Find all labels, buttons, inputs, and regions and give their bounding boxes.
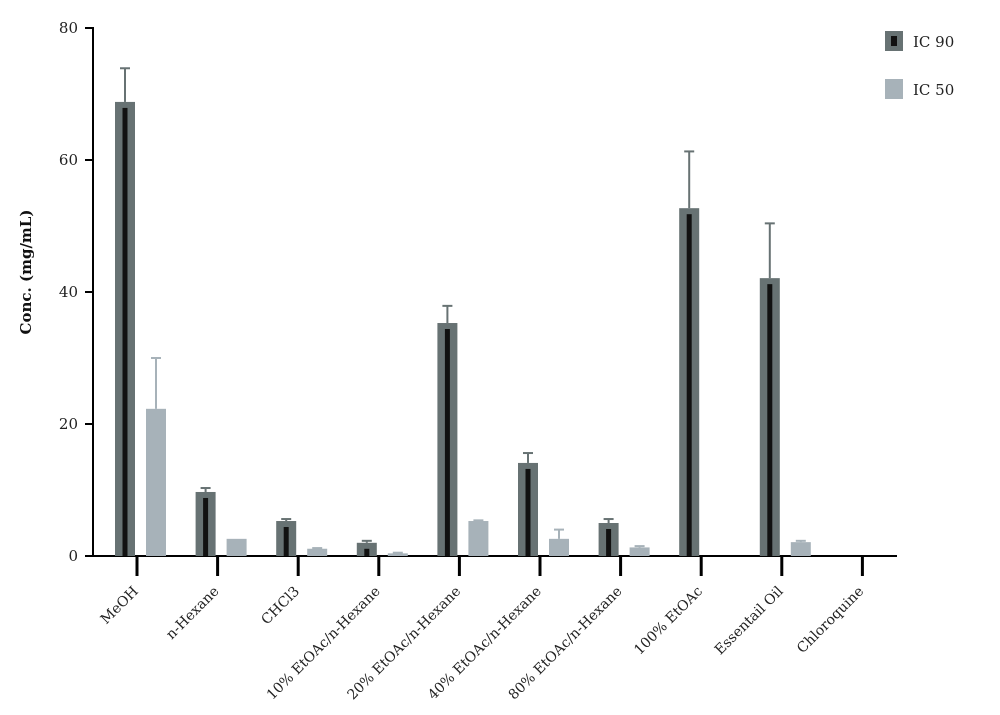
legend-label: IC 90 (913, 33, 954, 51)
legend-swatch (885, 79, 903, 99)
y-tick-label: 20 (59, 415, 78, 433)
y-axis: 0 20 40 60 80 (59, 19, 94, 565)
ic90-bar-core (606, 529, 612, 556)
legend-label: IC 50 (913, 81, 954, 99)
x-tick-label: Essentail Oil (712, 583, 787, 658)
x-tick-label: MeOH (98, 584, 142, 628)
legend: IC 90 IC 50 (885, 31, 954, 99)
ic50-bar (468, 521, 489, 556)
legend-swatch-core (891, 36, 897, 46)
ic50-bar (387, 553, 408, 556)
ic90-bar-core (444, 329, 450, 556)
ic90-bar-core (122, 107, 128, 557)
y-axis-label: Conc. (mg/mL) (17, 210, 35, 335)
y-tick-label: 0 (68, 547, 78, 565)
ic50-bar (226, 538, 247, 556)
ic90-bar-core (283, 527, 289, 556)
x-tick-label: n-Hexane (163, 584, 222, 643)
ic90-bar-core (525, 468, 531, 556)
ic90-bar-core (364, 548, 370, 556)
ic50-bar (307, 548, 328, 556)
ic50-bar (549, 538, 569, 556)
ic50-bar (629, 547, 650, 556)
ic90-bar-core (686, 214, 692, 556)
ic50-bar (146, 408, 166, 556)
y-tick-label: 60 (59, 151, 78, 169)
bars (115, 67, 811, 557)
ic90-bar-core (203, 497, 209, 556)
x-tick-label: 100% EtOAc (631, 583, 706, 658)
x-tick-label: CHCl3 (258, 584, 303, 629)
y-tick-label: 80 (59, 19, 78, 37)
ic90-bar-core (767, 284, 773, 556)
ic50-bar (790, 542, 811, 556)
x-tick-label: Chloroquine (794, 584, 867, 657)
y-tick-label: 40 (59, 283, 78, 301)
